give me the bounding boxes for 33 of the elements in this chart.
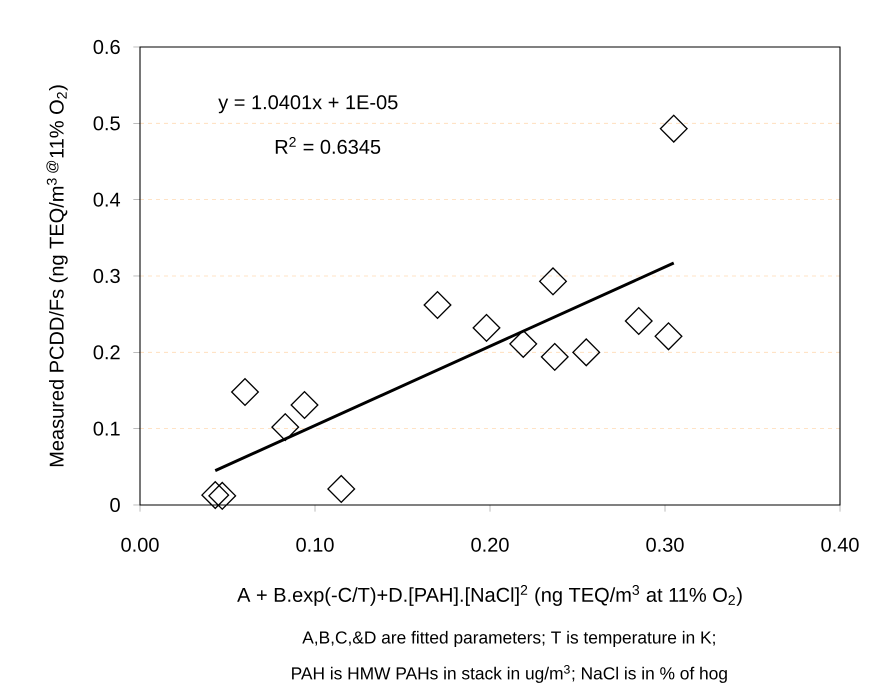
point	[660, 114, 688, 143]
text: A,B,C,&D are fitted parameters; T is temperature in K;	[302, 630, 715, 648]
point	[290, 390, 318, 419]
point	[509, 330, 538, 358]
x-tick-label: 0.00	[121, 538, 159, 552]
y-tick-label: 0.6	[94, 40, 120, 54]
y-tick-label: 0.4	[94, 192, 120, 207]
y-tick-label: 0	[110, 498, 120, 512]
y-axis-title: Measured PCDD/Fs (ng TEQ/m$^{3 @}$11% O$_{2}$)	[46, 85, 68, 466]
point	[624, 307, 653, 336]
x-tick-label: 0.20	[471, 538, 509, 552]
point	[472, 314, 500, 342]
text: PAH is HMW PAHs in stack in ug/m$^{3}$; NaCl is in % of hog	[292, 665, 727, 683]
point	[540, 342, 569, 371]
annotation: y = 1.0401x + 1E-05	[218, 95, 398, 114]
point	[327, 474, 356, 503]
point	[271, 413, 300, 442]
point	[201, 481, 230, 510]
point	[231, 378, 259, 406]
x-tick-label: 0.30	[646, 538, 684, 552]
point	[572, 338, 600, 366]
point	[539, 267, 567, 296]
y-tick-label: 0.1	[94, 422, 120, 436]
point	[424, 290, 452, 319]
point	[208, 482, 236, 510]
y-tick-label: 0.3	[94, 268, 120, 284]
x-tick-label: 0.10	[296, 538, 334, 552]
x-axis-title: A + B.exp(-C/T)+D.[PAH].[NaCl]$^{2}$ (ng TEQ/m$^{3}$ at 11% O$_{2}$)	[237, 585, 742, 606]
y-tick-label: 0.2	[94, 345, 120, 360]
y-tick-label: 0.5	[94, 116, 120, 130]
annotation: R$^{2}$ = 0.6345	[276, 137, 380, 154]
x-tick-label: 0.40	[821, 538, 859, 552]
point	[654, 322, 682, 350]
